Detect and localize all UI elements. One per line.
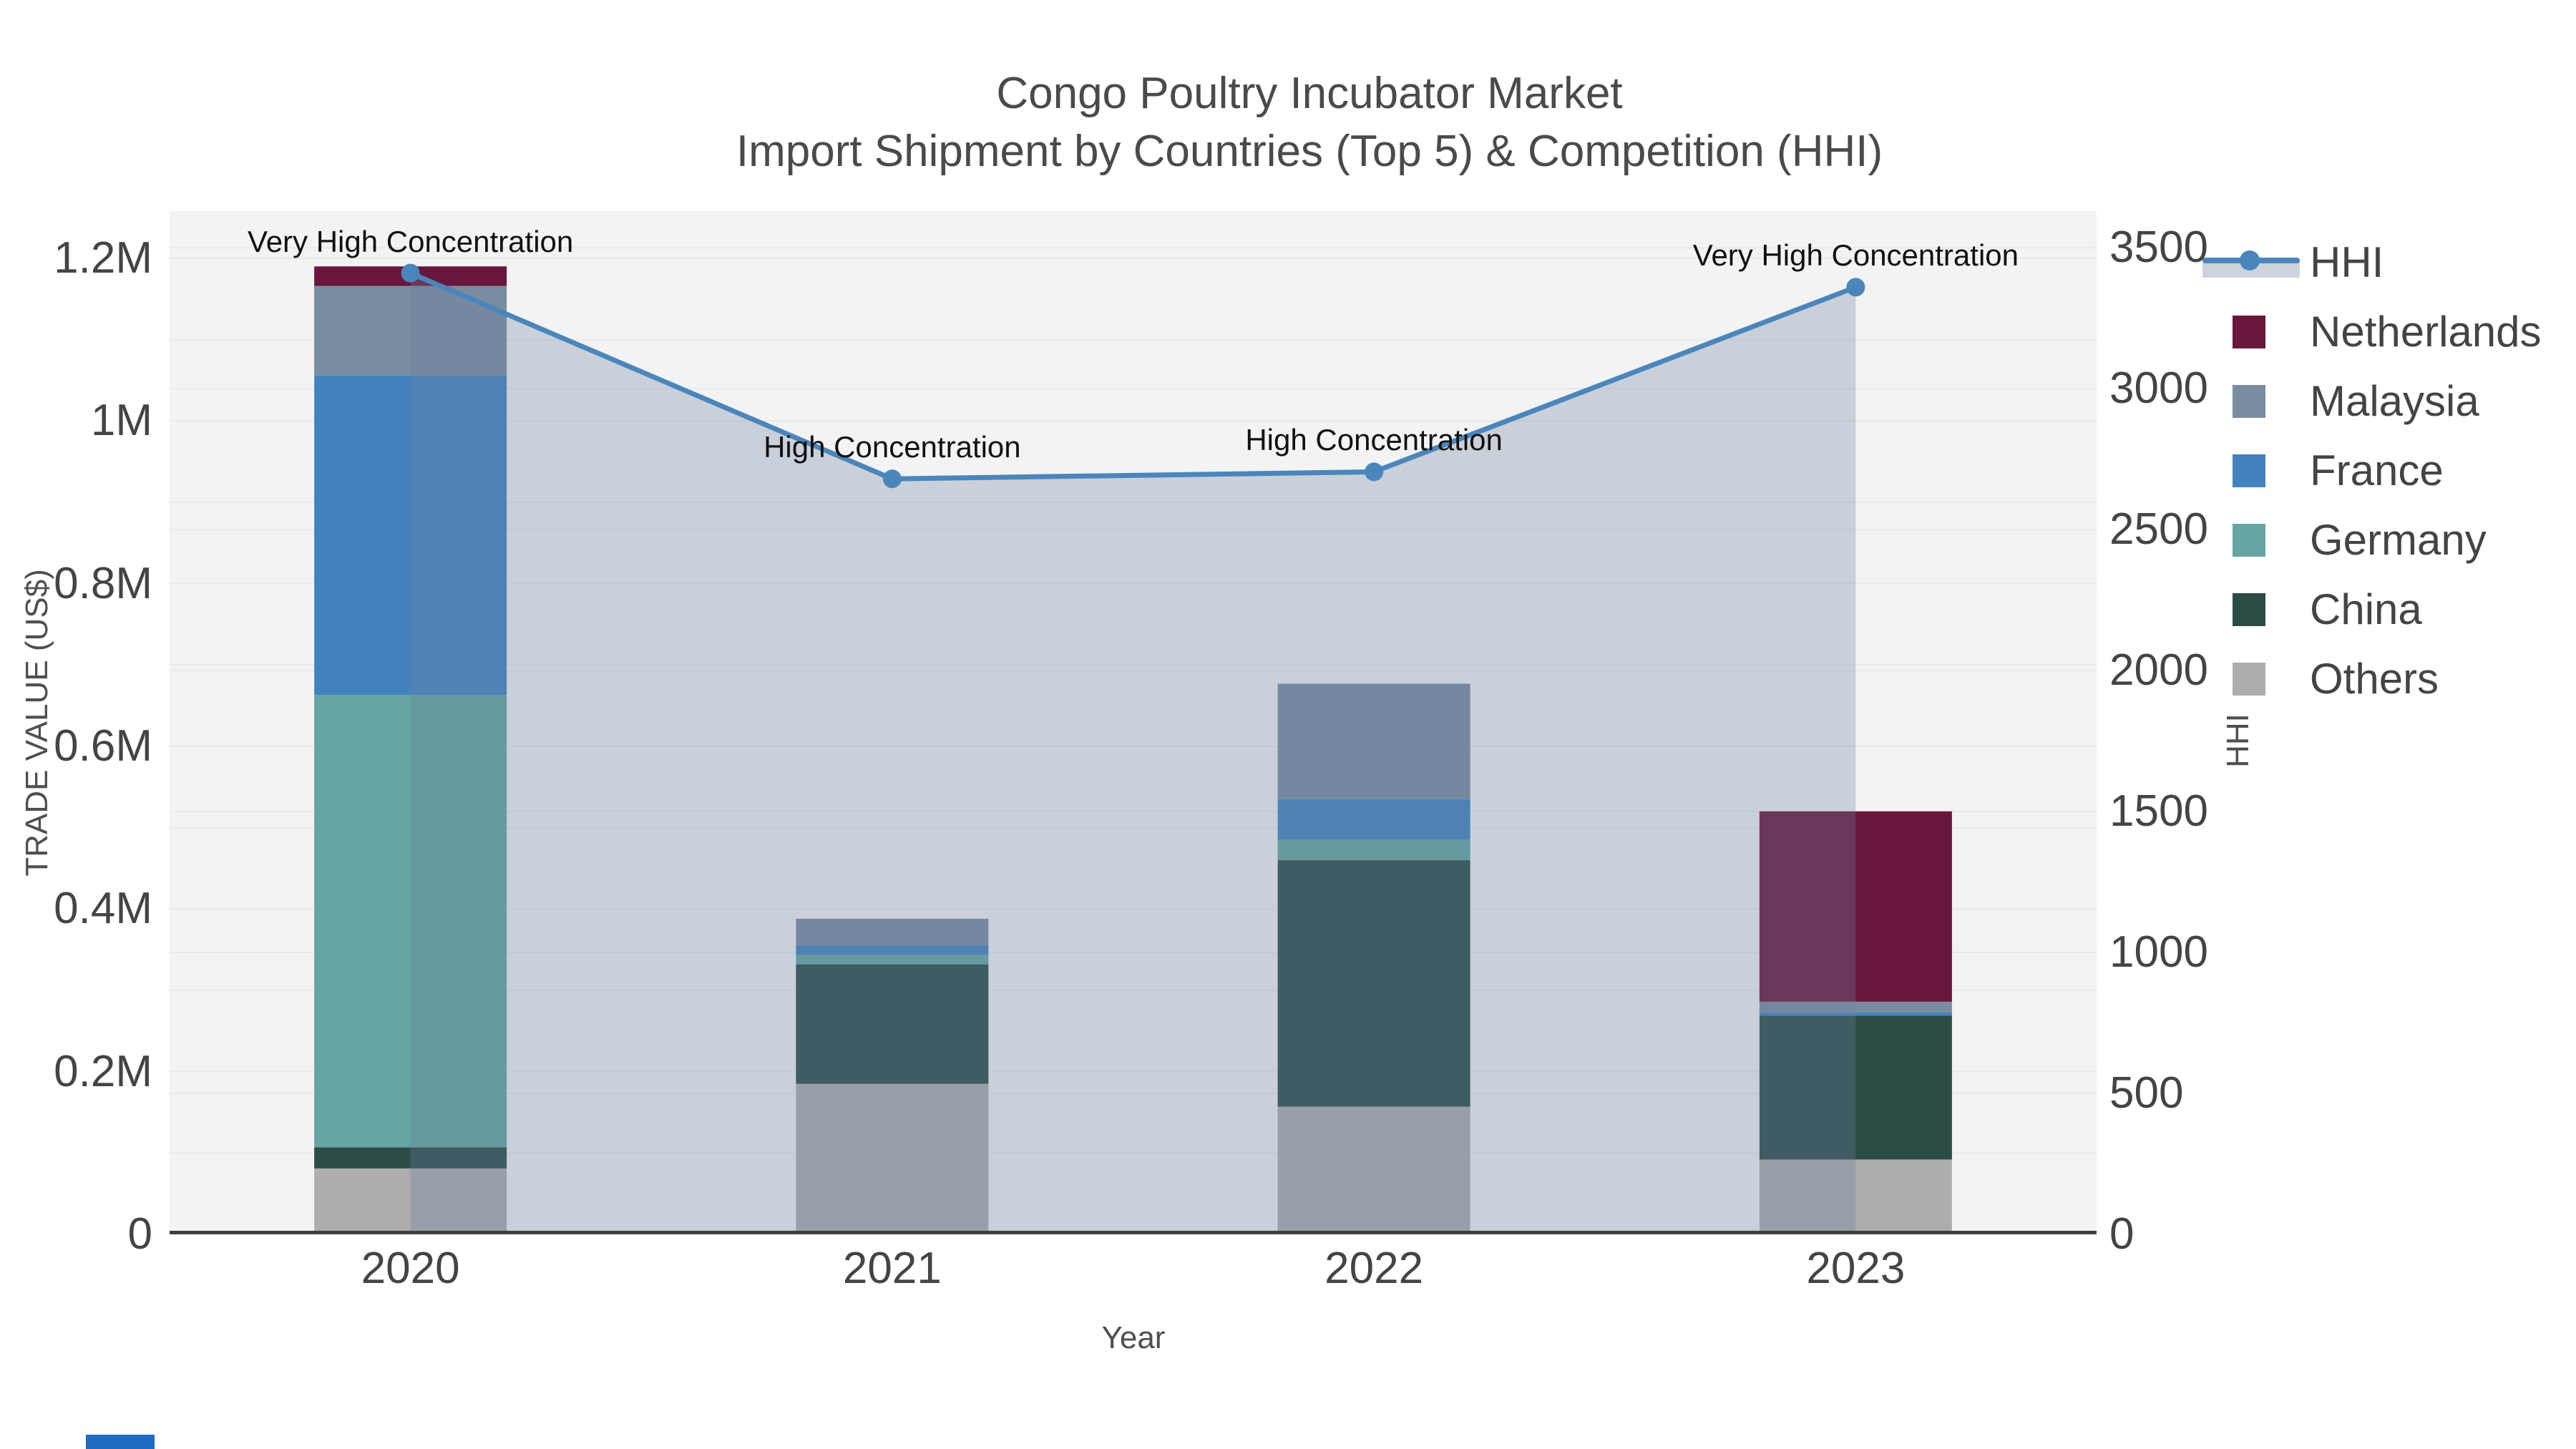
y-left-tick: 1M [90,396,152,446]
legend-label: Netherlands [2310,308,2542,356]
germany-swatch-icon [2233,523,2265,557]
china-swatch-icon [2233,592,2265,626]
hhi-line [408,270,1858,482]
bar-segment-china-2020[interactable] [314,1147,507,1169]
legend-label: HHI [2310,238,2384,286]
legend-label: France [2310,447,2444,494]
hhi-marker-dot-icon [2240,250,2260,270]
annotation-2023: Very High Concentration [1692,238,2019,273]
annotation-2021: High Concentration [763,430,1021,464]
x-tick-2021: 2021 [842,1244,942,1293]
bar-segment-france-2021[interactable] [796,945,989,955]
others-swatch-icon [2233,662,2265,696]
bar-segment-germany-2020[interactable] [314,695,507,1148]
x-tick-2020: 2020 [361,1244,460,1293]
legend: HHI Netherlands Malaysia France Germany … [2202,228,2575,713]
y-right-tick: 1000 [2109,927,2208,977]
y-left-tick: 0 [127,1209,152,1259]
y-right-tick: 1500 [2109,786,2208,836]
bar-segment-others-2020[interactable] [314,1168,507,1234]
y-right-tick: 2500 [2109,504,2208,555]
bar-segment-france-2020[interactable] [314,375,507,696]
malaysia-swatch-icon [2233,384,2265,418]
annotation-2020: Very High Concentration [247,224,574,258]
legend-item-malaysia[interactable]: Malaysia [2202,366,2575,436]
hhi-marker-2021[interactable] [882,469,902,489]
x-axis-line [170,1231,2097,1234]
y-left-tick: 1.2M [54,233,152,283]
legend-item-hhi[interactable]: HHI [2202,228,2575,297]
y-right-tick: 2000 [2109,645,2208,696]
netherlands-swatch-icon [2233,315,2265,348]
y-left-axis-title: TRADE VALUE (US$) [19,569,54,877]
legend-item-others[interactable]: Others [2202,644,2575,713]
legend-item-germany[interactable]: Germany [2202,505,2575,575]
bar-segment-china-2023[interactable] [1759,1015,1952,1160]
y-left-tick: 0.6M [54,721,152,771]
y-right-tick: 3500 [2109,223,2208,273]
y-right-axis-title: HHI [2220,713,2255,768]
bar-segment-others-2023[interactable] [1759,1159,1952,1234]
y-right-tick: 500 [2109,1068,2184,1118]
chart-canvas [170,247,2097,1234]
bar-segment-malaysia-2022[interactable] [1277,683,1470,799]
bar-segment-malaysia-2021[interactable] [796,918,989,946]
legend-item-china[interactable]: China [2202,575,2575,644]
hhi-area-fill [410,273,1856,1234]
y-left-tick: 0.2M [54,1046,152,1096]
bar-segment-china-2022[interactable] [1277,860,1470,1107]
legend-item-france[interactable]: France [2202,436,2575,505]
bar-segment-others-2021[interactable] [796,1083,989,1234]
bar-segment-germany-2022[interactable] [1277,839,1470,861]
chart-title-line2: Import Shipment by Countries (Top 5) & C… [736,127,1883,176]
hhi-marker-2022[interactable] [1365,462,1384,482]
bar-segment-germany-2021[interactable] [796,954,989,965]
bar-segment-others-2022[interactable] [1277,1106,1470,1234]
blue-artifact [86,1435,155,1449]
x-tick-2022: 2022 [1324,1244,1424,1293]
y-left-tick: 0.4M [54,884,152,934]
hhi-marker-2020[interactable] [401,263,420,283]
legend-label: Others [2310,655,2439,703]
bar-segment-netherlands-2023[interactable] [1759,811,1952,1002]
chart-title-line1: Congo Poultry Incubator Market [996,69,1623,118]
hhi-line-icon [2202,246,2300,279]
x-axis-title: Year [1101,1320,1166,1355]
y-right-tick: 0 [2109,1209,2135,1259]
legend-label: China [2310,585,2422,633]
annotation-2022: High Concentration [1245,423,1503,457]
legend-label: Malaysia [2310,377,2479,425]
bar-segment-france-2022[interactable] [1277,799,1470,840]
y-left-tick: 0.8M [54,558,152,608]
bar-segment-china-2021[interactable] [796,964,989,1084]
x-tick-2023: 2023 [1806,1244,1906,1293]
legend-label: Germany [2310,516,2487,564]
bar-segment-malaysia-2023[interactable] [1759,1001,1952,1013]
y-right-tick: 3000 [2109,364,2208,414]
legend-item-netherlands[interactable]: Netherlands [2202,297,2575,366]
hhi-marker-2023[interactable] [1846,278,1865,297]
france-swatch-icon [2233,454,2265,487]
bar-segment-france-2023[interactable] [1759,1012,1952,1016]
